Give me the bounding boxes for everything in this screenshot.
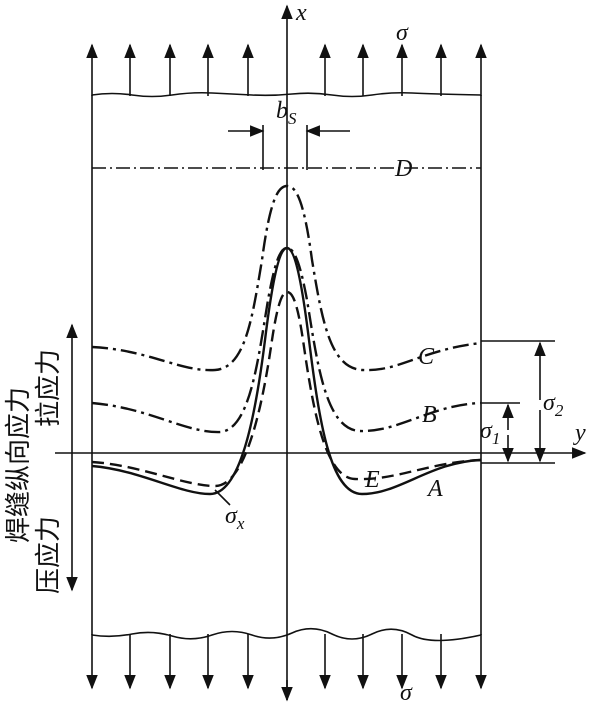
curve-label-e: E [364, 467, 380, 493]
weld-width-label: bS [276, 98, 297, 128]
frame [91, 91, 482, 642]
weld-width [228, 125, 350, 170]
curves [91, 184, 482, 496]
curve-label-b: B [422, 402, 437, 428]
y-axis-label: y [573, 420, 586, 446]
curve-label-c: C [418, 344, 435, 370]
tension-label: 拉应力 [34, 349, 64, 427]
curve-label-a: A [426, 476, 443, 502]
compression-label: 压应力 [34, 516, 64, 594]
side-label: 焊缝纵向应力 [4, 387, 34, 543]
sigma-x-label: σx [225, 503, 245, 533]
curve-label-d: D [394, 156, 412, 182]
axes [55, 4, 587, 702]
x-axis-label: x [295, 0, 307, 26]
sigma-1-label: σ1 [480, 418, 500, 448]
load-label-top: σ [396, 20, 409, 46]
sigma-2-label: σ2 [543, 390, 564, 420]
load-label-bottom: σ [400, 680, 413, 705]
dimensions [66, 323, 555, 592]
load-arrows [86, 43, 487, 690]
